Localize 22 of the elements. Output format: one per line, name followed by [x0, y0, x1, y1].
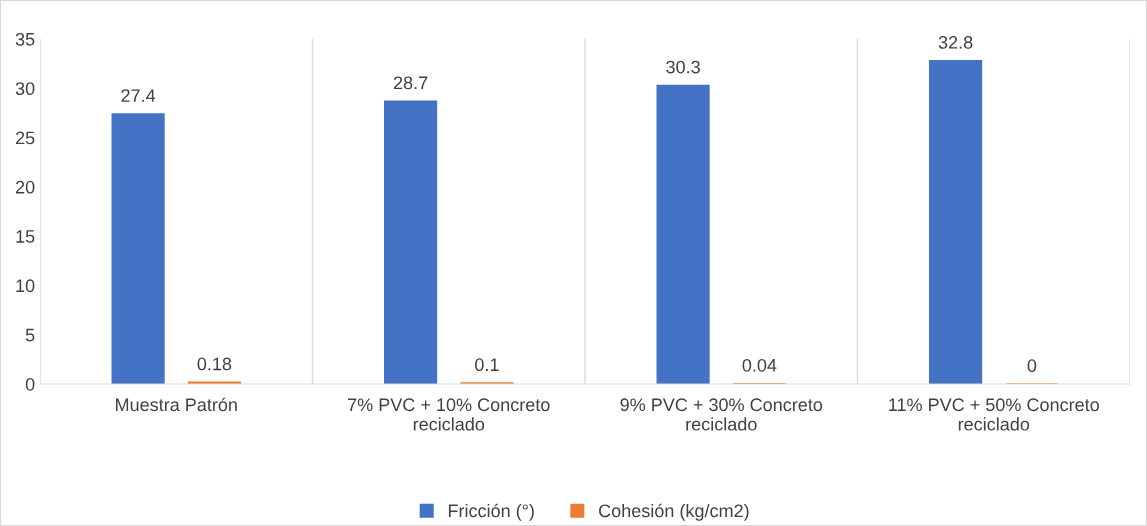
y-tick-label: 30 — [15, 82, 35, 96]
data-label: 0.1 — [475, 358, 499, 372]
x-tick-label: Muestra Patrón — [116, 397, 237, 412]
y-tick-label: 0 — [25, 377, 35, 391]
y-tick-label: 5 — [25, 328, 35, 342]
legend-label: Cohesión (kg/cm2) — [599, 503, 749, 521]
data-label: 28.7 — [393, 76, 428, 90]
data-label: 0 — [1027, 359, 1037, 373]
data-label: 30.3 — [666, 60, 700, 74]
legend-label: Fricción (°) — [448, 503, 534, 521]
data-label: 32.8 — [938, 36, 973, 49]
x-tick-label: 7% PVC + 10% Concreto reciclado — [348, 398, 550, 431]
data-label: 0.18 — [197, 357, 232, 371]
y-tick-label: 20 — [15, 180, 35, 194]
y-tick-label: 25 — [15, 131, 35, 145]
y-tick-label: 10 — [16, 279, 35, 293]
y-tick-label: 15 — [16, 230, 35, 243]
data-label: 0.04 — [742, 358, 777, 372]
y-tick-label: 35 — [15, 32, 35, 46]
data-label: 27.4 — [121, 89, 156, 102]
x-tick-label: 11% PVC + 50% Concreto reciclado — [889, 398, 1099, 431]
x-tick-label: 9% PVC + 30% Concreto reciclado — [620, 398, 823, 431]
